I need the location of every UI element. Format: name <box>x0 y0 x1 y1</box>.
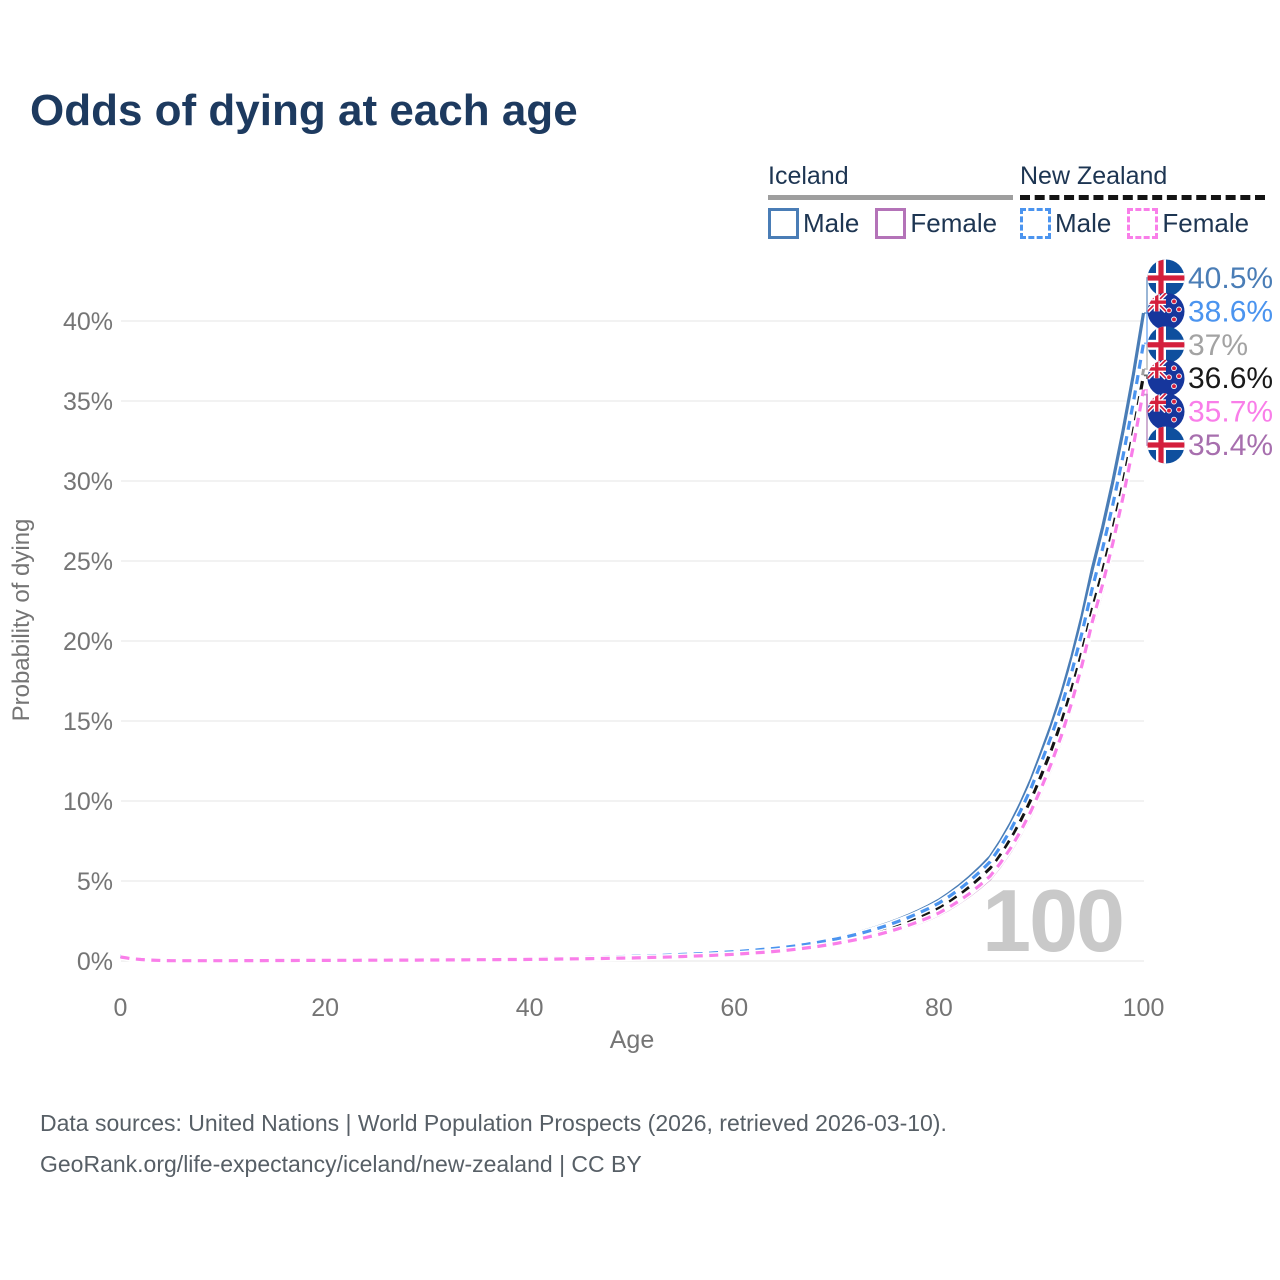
x-tick-label: 60 <box>720 994 748 1022</box>
iceland-flag-icon <box>1147 326 1185 364</box>
legend-swatch-iceland-female[interactable] <box>875 208 907 239</box>
end-label-nz_male: 38.6% <box>1188 295 1273 328</box>
y-tick-label: 35% <box>63 388 113 416</box>
new-zealand-flag-icon <box>1147 292 1185 330</box>
legend-label-iceland-male[interactable]: Male <box>803 208 860 238</box>
age-counter-watermark: 100 <box>982 871 1125 970</box>
iceland-flag-icon <box>1147 426 1185 464</box>
end-label-iceland_male: 40.5% <box>1188 262 1273 295</box>
legend-swatch-new-zealand-male[interactable] <box>1020 208 1051 239</box>
iceland-flag-icon <box>1147 259 1185 297</box>
x-tick-label: 100 <box>1123 994 1165 1022</box>
data-source-line-2: GeoRank.org/life-expectancy/iceland/new-… <box>40 1151 642 1177</box>
legend-label-new-zealand-female[interactable]: Female <box>1162 208 1250 238</box>
legend-label-iceland-female[interactable]: Female <box>910 208 998 238</box>
legend-heading-new-zealand[interactable]: New Zealand <box>1020 162 1168 190</box>
y-tick-label: 25% <box>63 548 113 576</box>
legend-group-new-zealand: New Zealand Male Female <box>1020 162 1266 239</box>
end-label-nz_all: 36.6% <box>1188 362 1273 395</box>
y-axis-title: Probability of dying <box>8 518 35 722</box>
legend-label-new-zealand-male[interactable]: Male <box>1055 208 1112 238</box>
end-label-nz_female: 35.7% <box>1188 396 1273 429</box>
y-tick-label: 5% <box>77 868 113 896</box>
y-tick-label: 0% <box>77 948 113 976</box>
legend-swatch-iceland-male[interactable] <box>768 208 799 239</box>
y-tick-label: 30% <box>63 468 113 496</box>
new-zealand-flag-icon <box>1147 393 1185 431</box>
x-axis-title: Age <box>609 1026 655 1054</box>
legend-group-iceland: Iceland Male Female <box>768 162 1014 239</box>
x-tick-label: 80 <box>925 994 953 1022</box>
y-tick-label: 15% <box>63 708 113 736</box>
y-tick-label: 20% <box>63 628 113 656</box>
end-label-iceland_all: 37% <box>1188 329 1248 362</box>
legend-underline-iceland-solid-line <box>768 195 1014 200</box>
series-line-nz_female <box>120 389 1146 963</box>
legend-underline-new-zealand-dashed-line <box>1020 195 1266 200</box>
x-tick-label: 0 <box>114 994 128 1022</box>
y-tick-label: 40% <box>63 308 113 336</box>
chart-title: Odds of dying at each age <box>30 86 578 135</box>
data-source-note: Data sources: United Nations | World Pop… <box>40 1103 947 1185</box>
data-source-line-1: Data sources: United Nations | World Pop… <box>40 1110 947 1136</box>
legend-heading-iceland[interactable]: Iceland <box>768 162 849 190</box>
y-tick-label: 10% <box>63 788 113 816</box>
new-zealand-flag-icon <box>1147 359 1185 397</box>
x-tick-label: 40 <box>516 994 544 1022</box>
end-label-iceland_female: 35.4% <box>1188 429 1273 462</box>
x-tick-label: 20 <box>311 994 339 1022</box>
legend-swatch-new-zealand-female[interactable] <box>1127 208 1159 239</box>
